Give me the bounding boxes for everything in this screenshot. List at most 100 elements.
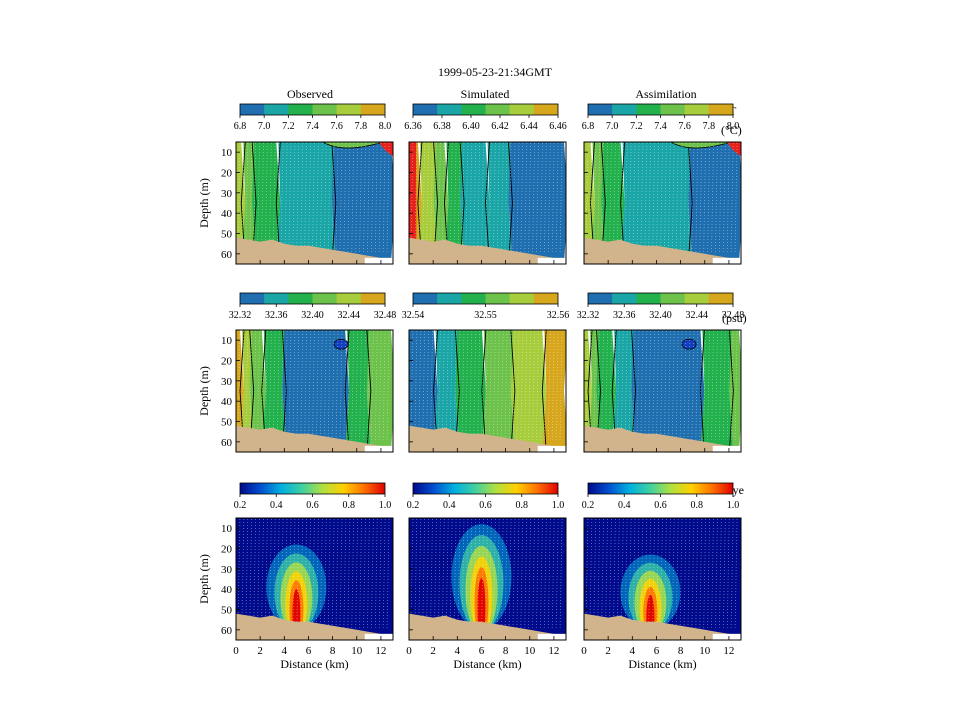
x-tick-label: 8 [678,645,684,657]
sample-track [323,518,327,628]
sample-track [609,142,612,252]
colorbar-s-observed: 32.32 32.36 32.40 32.44 32.48 [229,292,397,321]
panels [235,141,742,641]
sample-track [241,518,245,628]
sample-track [457,330,461,440]
x-tick-label: 0 [406,645,412,657]
sample-track [640,518,644,628]
sample-track [316,518,319,628]
colorbar-s-assimilation: 32.32 32.36 32.40 32.44 32.48 [577,292,744,321]
contour-line [366,330,372,452]
sample-track [430,142,433,252]
sample-track [461,142,465,252]
sample-track [292,330,296,440]
sample-track [363,142,366,252]
sample-track [664,518,667,628]
sample-track [469,330,473,440]
sample-track [520,518,524,628]
sample-track [367,330,370,440]
sample-track [253,142,257,252]
colorbar-swatch [288,104,313,115]
colorbar-swatch [684,104,710,115]
sample-track [695,142,699,252]
column-title-simulated: Simulated [461,87,510,101]
sample-track [636,518,640,628]
sample-track [426,330,430,440]
x-tick-label: 4 [282,645,288,657]
sample-track [449,330,453,440]
contour-line [687,142,693,264]
sample-track [331,518,335,628]
x-axis-title: Distance (km) [453,657,521,671]
sample-track [382,142,386,252]
sample-track [613,518,616,628]
x-tick-label: 6 [479,645,485,657]
sample-track [304,518,308,628]
sample-track [628,518,632,628]
sample-track [481,142,484,252]
colorbar-gradient [412,482,559,495]
sample-track [597,518,601,628]
colorbar-swatch [264,104,289,115]
colorbar-tick-label: 32.48 [374,310,397,321]
colorbar-swatch [437,104,462,115]
sample-track [601,330,605,440]
sample-track [656,142,659,252]
sample-track [648,330,652,440]
field-band [252,142,281,264]
colorbar-tick-label: 1.0 [552,500,565,511]
x-tick-label: 8 [503,645,509,657]
sample-track [532,330,535,440]
field-band [596,330,617,452]
sample-track [327,330,331,440]
sample-track [734,330,738,440]
sample-track [593,518,597,628]
sample-track [355,330,359,440]
sample-track [597,142,601,252]
panel-dye-assimilation [583,517,742,641]
sample-track [667,330,671,440]
field-band [481,330,515,452]
sample-track [441,142,445,252]
colorbar-tick-label: 32.40 [649,310,672,321]
sample-track [528,330,532,440]
sample-track [300,142,304,252]
sample-track [683,518,687,628]
colorbar-tick-label: 7.4 [306,121,319,132]
sample-track [308,142,311,252]
colorbar-tick-label: 0.2 [234,500,247,511]
sample-track [477,330,481,440]
field-band [366,330,393,452]
sample-track [331,330,335,440]
sample-track [445,142,449,252]
sample-track [304,330,308,440]
colorbar-tick-label: 0.6 [306,500,319,511]
sample-track [632,330,636,440]
seabed-gap [537,257,566,264]
sample-track [272,518,276,628]
sample-track [316,330,319,440]
sample-track [605,518,608,628]
sample-track [718,518,722,628]
sample-track [512,142,516,252]
colorbar-tick-label: 32.36 [613,310,636,321]
colorbar-tick-label: 32.40 [301,310,324,321]
sample-track [434,142,437,252]
seabed [409,425,566,452]
sample-track [671,142,675,252]
sample-track [492,330,496,440]
sample-track [465,330,469,440]
sample-track [652,142,656,252]
sample-track [551,518,555,628]
sample-track [288,518,292,628]
sample-track [449,142,453,252]
seabed-gap [364,633,393,640]
sample-track [613,330,616,440]
sample-track [683,330,687,440]
sample-track [593,142,597,252]
colorbar-tick-label: 6.40 [462,121,480,132]
label-t-unit: (°C) [721,123,742,137]
sample-track [453,330,457,440]
sample-track [319,330,323,440]
y-tick-label: 60 [221,437,233,449]
